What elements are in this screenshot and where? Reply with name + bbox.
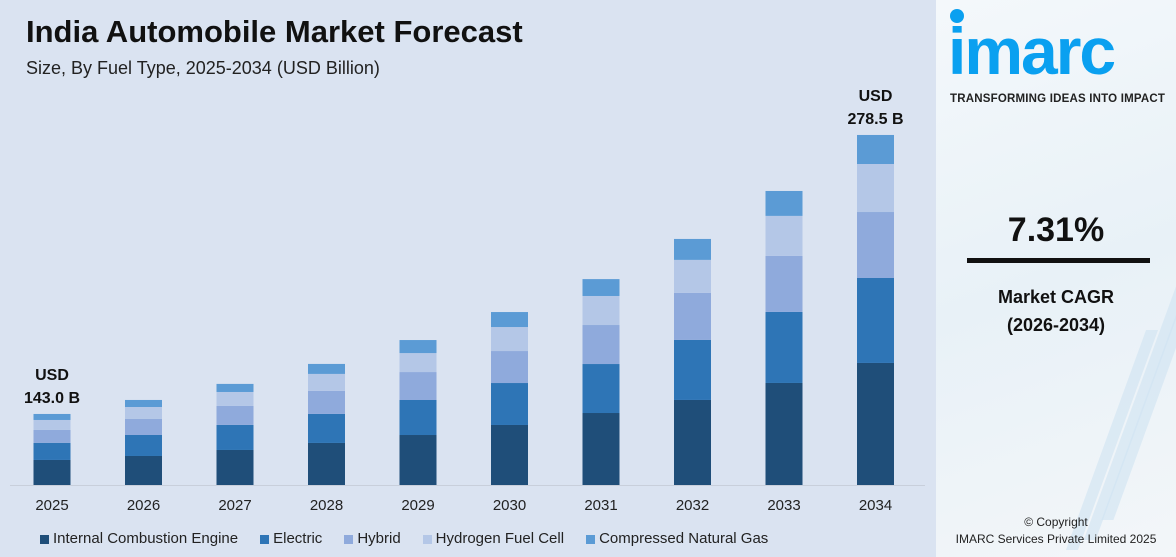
chart-title: India Automobile Market Forecast xyxy=(26,14,523,49)
brand-panel: imarc TRANSFORMING IDEAS INTO IMPACT 7.3… xyxy=(936,0,1176,557)
x-tick-label: 2030 xyxy=(493,497,526,514)
stacked-bar-chart: 2025 USD 143.0 B 2026 2027 2028 2029 2030 2031 20… xyxy=(10,88,925,514)
logo-tagline: TRANSFORMING IDEAS INTO IMPACT xyxy=(950,93,1166,105)
bar-segment-2030-4 xyxy=(491,312,528,328)
imarc-logo: imarc xyxy=(948,14,1116,88)
x-tick-label: 2031 xyxy=(584,497,617,514)
bar-segment-2031-1 xyxy=(582,364,620,414)
cagr-label-text: Market CAGR xyxy=(997,287,1115,307)
legend-item: Compressed Natural Gas xyxy=(586,530,768,548)
copyright: © Copyright IMARC Services Private Limit… xyxy=(936,514,1176,548)
copyright-line: © Copyright xyxy=(1024,515,1088,529)
bar-segment-2025-1 xyxy=(33,442,71,460)
bar-segment-2030-3 xyxy=(491,327,528,352)
bar-segment-2030-0 xyxy=(491,424,528,485)
bar-segment-2026-3 xyxy=(125,407,162,419)
bar-segment-2026-0 xyxy=(125,455,162,485)
bar-segment-2034-2 xyxy=(857,212,894,278)
bar-segment-2026-1 xyxy=(125,434,162,456)
bar-segment-2032-3 xyxy=(674,259,711,293)
total-label-value: 143.0 B xyxy=(24,390,80,407)
bar-segment-2029-3 xyxy=(399,353,437,373)
bar-segment-2032-2 xyxy=(674,292,711,340)
legend: Internal Combustion Engine Electric Hybrid… xyxy=(40,530,790,548)
bar-segment-2034-3 xyxy=(857,164,894,213)
bar-segment-2028-4 xyxy=(308,363,345,374)
bar-segment-2033-3 xyxy=(765,215,803,256)
bar-segment-2034-0 xyxy=(857,362,894,485)
cagr-label: Market CAGR (2026-2034) xyxy=(936,283,1176,339)
x-tick-label: 2033 xyxy=(767,497,800,514)
cagr-value: 7.31% xyxy=(1007,211,1105,249)
chart-subtitle: Size, By Fuel Type, 2025-2034 (USD Billi… xyxy=(26,58,380,78)
legend-label: Hybrid xyxy=(357,530,401,547)
legend-item: Electric xyxy=(260,530,322,548)
x-tick-label: 2029 xyxy=(401,497,434,514)
cagr-period: (2026-2034) xyxy=(1006,315,1106,335)
bar-segment-2030-2 xyxy=(491,351,528,384)
legend-swatch xyxy=(422,534,432,544)
bar-segment-2029-1 xyxy=(399,400,437,436)
bar-segment-2034-1 xyxy=(857,277,894,363)
company-line: IMARC Services Private Limited 2025 xyxy=(955,532,1157,546)
legend-swatch xyxy=(344,534,354,544)
legend-label: Electric xyxy=(273,530,323,547)
legend-swatch xyxy=(260,534,270,544)
legend-label: Internal Combustion Engine xyxy=(53,530,239,547)
total-label-currency: USD xyxy=(35,367,69,384)
bar-segment-2028-2 xyxy=(308,390,345,414)
bar-segment-2029-4 xyxy=(399,340,437,354)
legend-item: Hydrogen Fuel Cell xyxy=(422,530,565,548)
bar-segment-2027-3 xyxy=(216,391,254,406)
bar-segment-2026-4 xyxy=(125,399,162,408)
bar-segment-2032-0 xyxy=(674,399,711,485)
bar-segment-2030-1 xyxy=(491,383,528,425)
bar-segment-2031-3 xyxy=(582,295,620,326)
bar-segment-2029-2 xyxy=(399,372,437,401)
bar-segment-2031-0 xyxy=(582,413,620,485)
legend-swatch xyxy=(586,534,596,544)
chart-panel: India Automobile Market Forecast Size, B… xyxy=(10,14,925,548)
bar-segment-2031-2 xyxy=(582,325,620,365)
bar-segment-2026-2 xyxy=(125,418,162,435)
x-tick-label: 2027 xyxy=(218,497,251,514)
bar-segment-2032-4 xyxy=(674,238,711,260)
bar-segment-2029-0 xyxy=(399,435,437,485)
x-tick-label: 2028 xyxy=(310,497,343,514)
bar-segment-2028-3 xyxy=(308,373,345,391)
bar-segment-2031-4 xyxy=(582,279,620,296)
legend-item: Hybrid xyxy=(344,530,401,548)
bar-segment-2025-4 xyxy=(33,413,71,420)
legend-label: Compressed Natural Gas xyxy=(599,530,769,547)
x-tick-label: 2026 xyxy=(127,497,160,514)
total-label-value: 278.5 B xyxy=(847,111,903,128)
x-tick-label: 2032 xyxy=(676,497,709,514)
bar-segment-2027-2 xyxy=(216,405,254,425)
bar-segment-2033-0 xyxy=(765,382,803,485)
bar-segment-2028-0 xyxy=(308,442,345,485)
total-label-currency: USD xyxy=(859,88,893,105)
legend-swatch xyxy=(40,534,49,544)
logo-dot-icon xyxy=(950,9,964,23)
bar-segment-2032-1 xyxy=(674,339,711,400)
bar-segment-2027-1 xyxy=(216,424,254,450)
bar-segment-2025-2 xyxy=(33,429,71,443)
x-tick-label: 2025 xyxy=(35,497,68,514)
bar-segment-2033-4 xyxy=(765,190,803,216)
bar-segment-2033-2 xyxy=(765,255,803,312)
bar-segment-2028-1 xyxy=(308,413,345,443)
bar-segment-2025-0 xyxy=(33,459,71,485)
bar-segment-2025-3 xyxy=(33,419,71,430)
x-tick-label: 2034 xyxy=(859,497,892,514)
bar-segment-2027-0 xyxy=(216,449,254,485)
bar-segment-2027-4 xyxy=(216,383,254,392)
bar-segment-2033-1 xyxy=(765,311,803,383)
bar-segment-2034-4 xyxy=(857,134,894,165)
legend-label: Hydrogen Fuel Cell xyxy=(435,530,565,547)
cagr-divider xyxy=(967,258,1150,263)
legend-item: Internal Combustion Engine xyxy=(40,530,238,548)
